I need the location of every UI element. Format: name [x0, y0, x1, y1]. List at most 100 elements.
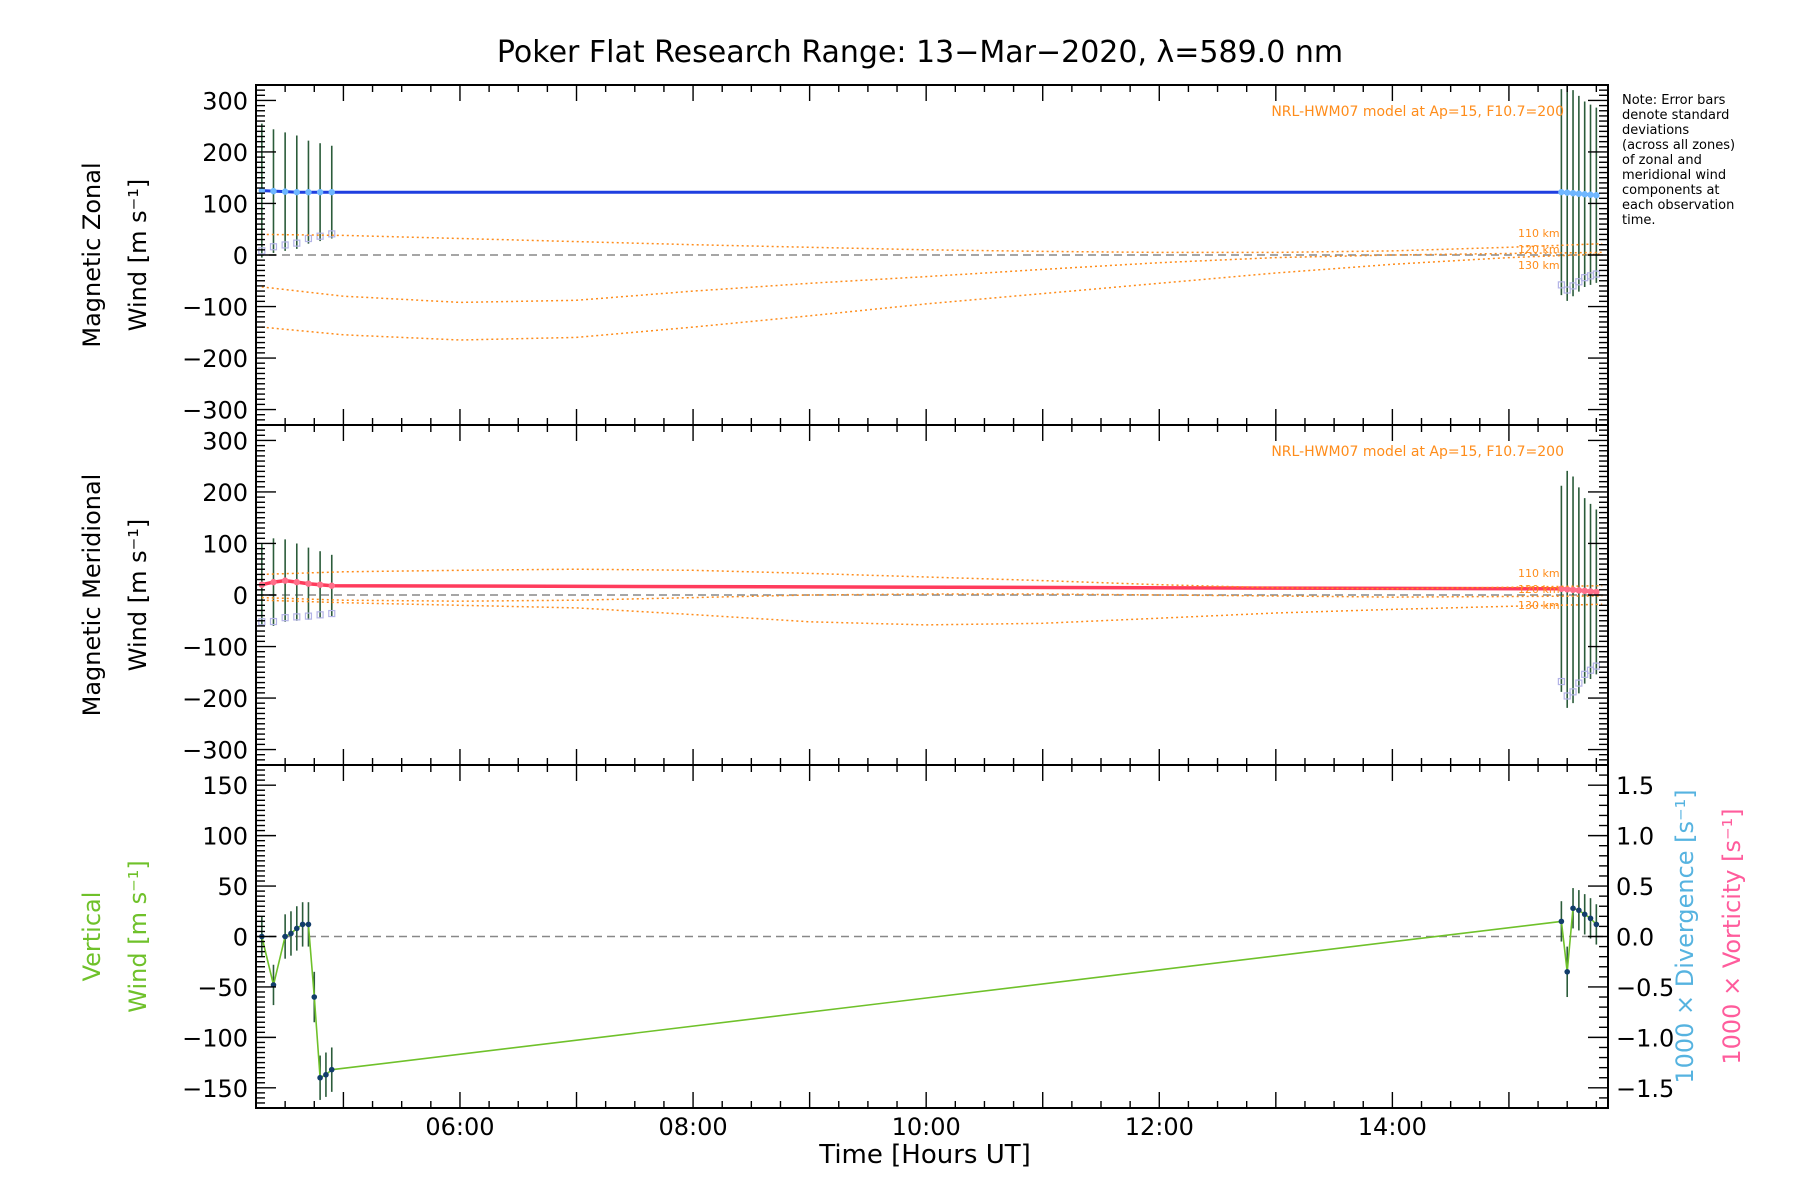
y-axis-label-line2: Wind [m s⁻¹] [124, 519, 152, 671]
note-line: time. [1622, 213, 1656, 228]
x-tick-label: 14:00 [1358, 1113, 1427, 1141]
zone-scatter-point [1563, 692, 1571, 700]
y-tick-label: −100 [182, 1024, 248, 1052]
data-point [1569, 586, 1577, 594]
data-point [316, 188, 324, 196]
model-series-line [261, 253, 1603, 341]
zone-scatter-point [1575, 679, 1583, 687]
y2-tick-label: 1.0 [1616, 823, 1654, 851]
data-point [293, 188, 300, 196]
observed-series-line [261, 907, 1597, 1079]
y-tick-label: 200 [202, 139, 248, 167]
y-tick-label: 300 [202, 87, 248, 115]
model-label: NRL-HWM07 model at Ap=15, F10.7=200 [1271, 104, 1564, 120]
y-tick-label: 0 [233, 924, 248, 952]
zone-scatter-point [258, 618, 266, 626]
data-point [323, 1071, 329, 1078]
y-tick-label: 100 [202, 823, 248, 851]
data-point [311, 994, 318, 1000]
altitude-label: 110 km [1518, 567, 1560, 580]
zone-scatter-point [1557, 677, 1565, 686]
note-line: (across all zones) [1622, 138, 1735, 153]
data-point [270, 187, 277, 195]
data-point [1575, 587, 1583, 594]
zone-scatter-point [304, 612, 313, 620]
data-point [293, 925, 300, 932]
data-point [1575, 190, 1583, 197]
zone-scatter-point [328, 609, 336, 618]
zone-scatter-point [281, 241, 289, 249]
zone-scatter-point [1581, 670, 1589, 678]
note-line: Note: Error bars [1622, 93, 1726, 108]
zone-scatter-point [328, 230, 336, 238]
note-line: components at [1622, 183, 1720, 198]
altitude-label: 110 km [1518, 227, 1560, 240]
x-axis-label: Time [Hours UT] [818, 1140, 1031, 1170]
x-tick-label: 08:00 [658, 1113, 727, 1141]
data-point [281, 577, 289, 584]
data-point [1593, 921, 1600, 928]
y-tick-label: 300 [202, 427, 248, 455]
y-tick-label: 100 [202, 530, 248, 558]
altitude-label: 120 km [1518, 243, 1560, 256]
y-tick-label: −150 [182, 1075, 248, 1103]
y2-axis-label-vorticity: 1000 × Vorticity [s⁻¹] [1718, 808, 1746, 1064]
observed-series-line [261, 189, 1597, 197]
panel-vertical: 150 100 50 0 −50 −100 −150 1.5 1.0 0.5 0.0 −0.5 −1.0… [78, 764, 1746, 1109]
y-tick-label: 0 [233, 582, 248, 610]
data-point [281, 188, 289, 195]
zone-scatter-point [1569, 282, 1577, 290]
y2-tick-label: −1.5 [1616, 1075, 1674, 1103]
zone-scatter-point [1557, 281, 1565, 289]
model-series-line [261, 251, 1603, 304]
panel-zonal: NRL-HWM07 model at Ap=15, F10.7=200 110 k… [78, 84, 1609, 426]
model-label: NRL-HWM07 model at Ap=15, F10.7=200 [1271, 444, 1564, 460]
model-series-line [261, 599, 1603, 626]
model-series-line [261, 593, 1603, 602]
data-point [328, 188, 335, 196]
altitude-label: 130 km [1518, 259, 1560, 272]
zone-scatter-point [316, 232, 324, 240]
data-point [1581, 191, 1588, 198]
data-point [317, 1074, 323, 1081]
data-point [328, 582, 335, 589]
y-tick-label: 50 [217, 873, 248, 901]
y2-tick-label: 0.5 [1616, 873, 1654, 901]
y-tick-label: 0 [233, 242, 248, 270]
altitude-label: 130 km [1518, 599, 1560, 612]
model-series-line [261, 568, 1603, 590]
zone-scatter-point [1569, 688, 1577, 696]
zone-scatter-point [1563, 286, 1571, 294]
data-point [299, 921, 306, 928]
zone-scatter-point [293, 613, 301, 621]
y2-tick-label: 1.5 [1616, 772, 1654, 800]
y-tick-label: −200 [182, 345, 248, 373]
data-point [1558, 188, 1565, 196]
model-series-line [261, 233, 1603, 254]
data-point [305, 188, 312, 196]
data-point [1581, 587, 1588, 595]
data-point [305, 580, 312, 587]
chart-title: Poker Flat Research Range: 13−Mar−2020, … [497, 35, 1343, 70]
data-point [1564, 189, 1571, 196]
note-line: each observation [1622, 198, 1734, 213]
note-line: deviations [1622, 123, 1689, 138]
observed-series-line [261, 578, 1597, 594]
data-point [305, 921, 312, 928]
data-point [293, 578, 300, 586]
panel-meridional: NRL-HWM07 model at Ap=15, F10.7=200 110 k… [78, 424, 1609, 766]
zone-scatter-point [1586, 666, 1595, 674]
y-tick-label: 200 [202, 479, 248, 507]
data-point [1587, 588, 1594, 595]
y-tick-label: −100 [182, 294, 248, 322]
data-point [1558, 918, 1565, 925]
y-tick-label: 100 [202, 190, 248, 218]
data-point [282, 933, 288, 940]
y2-tick-label: −0.5 [1616, 974, 1674, 1002]
y-axis-label-line1: Magnetic Zonal [78, 162, 106, 347]
data-point [258, 187, 266, 194]
zone-scatter-point [1575, 278, 1583, 286]
note-line: meridional wind [1622, 168, 1726, 183]
